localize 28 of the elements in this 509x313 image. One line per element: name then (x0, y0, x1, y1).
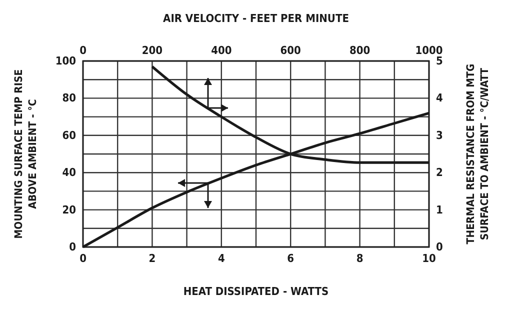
x-tick-label: 0 (80, 252, 87, 265)
x2-tick-label: 0 (80, 44, 87, 57)
y-tick-label: 20 (62, 203, 76, 216)
y-tick-label: 80 (62, 92, 76, 105)
x-tick-label: 10 (422, 252, 436, 265)
y2-tick-label: 5 (436, 54, 443, 68)
y2-tick-label: 3 (436, 128, 443, 142)
x2-tick-label: 400 (211, 44, 232, 57)
x2-tick-label: 600 (280, 44, 302, 57)
y-axis-title: MOUNTING SURFACE TEMP RISE ABOVE AMBIENT - °C (13, 69, 40, 239)
x2-tick-label: 200 (142, 44, 163, 57)
x2-axis-title: AIR VELOCITY - FEET PER MINUTE (163, 12, 350, 25)
x-tick-label: 8 (356, 252, 364, 265)
y2-axis-title: THERMAL RESISTANCE FROM MTG SURFACE TO AMBIENT - °C/WATT (465, 63, 492, 244)
y2-tick-label: 2 (436, 166, 443, 180)
x-axis-title: HEAT DISSIPATED - WATTS (183, 285, 329, 298)
y-tick-label: 40 (62, 166, 76, 180)
y-tick-label: 100 (55, 54, 76, 68)
y-tick-label: 60 (62, 128, 76, 142)
x-tick-label: 6 (287, 252, 294, 265)
y2-tick-label: 4 (436, 92, 443, 105)
y2-tick-label: 1 (436, 203, 443, 216)
x-tick-label: 2 (148, 252, 156, 265)
y-tick-label: 0 (69, 240, 76, 254)
y2-tick-label: 0 (436, 240, 443, 254)
x2-tick-label: 1000 (415, 44, 443, 57)
x-tick-label: 4 (218, 252, 225, 265)
x2-tick-label: 800 (349, 44, 370, 57)
